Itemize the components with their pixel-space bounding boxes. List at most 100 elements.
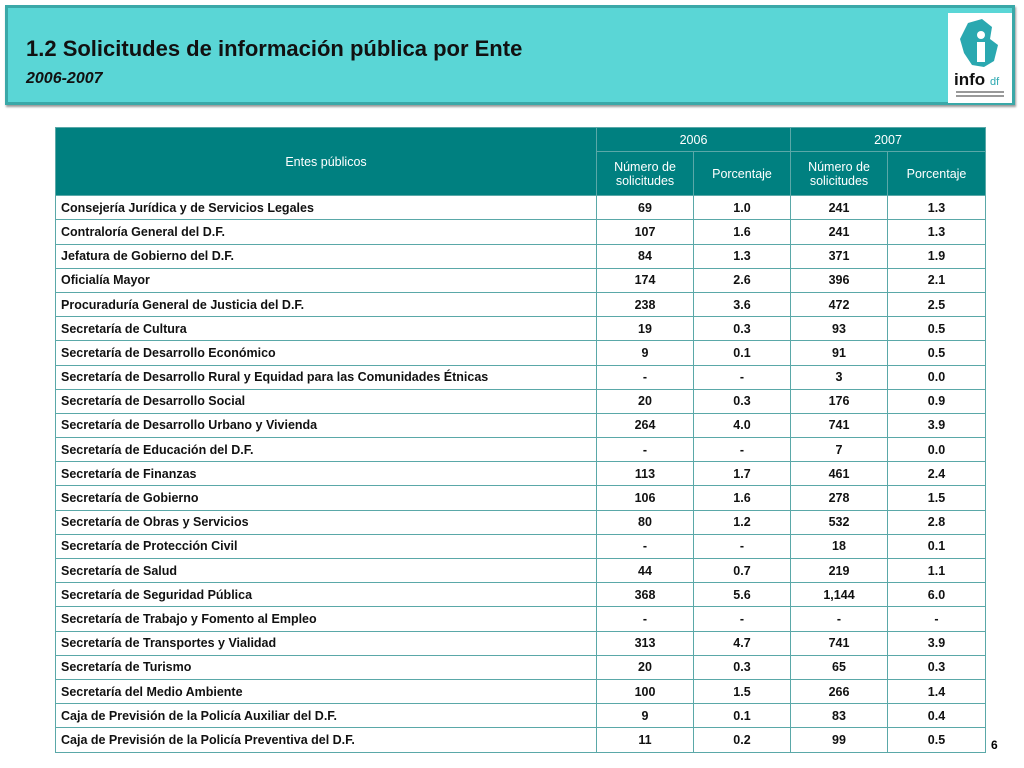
subtitle: 2006-2007 <box>26 70 103 87</box>
value-cell: 1,144 <box>790 582 888 608</box>
value-cell: 5.6 <box>693 582 791 608</box>
value-cell: 1.2 <box>693 509 791 535</box>
value-cell: 1.3 <box>693 243 791 269</box>
value-cell: 0.4 <box>887 703 986 729</box>
value-cell: 83 <box>790 703 888 729</box>
value-cell: 0.0 <box>887 437 986 463</box>
logo-small-print <box>956 95 1004 97</box>
value-cell: 1.4 <box>887 678 986 705</box>
value-cell: 69 <box>596 195 694 221</box>
value-cell: 11 <box>596 727 694 753</box>
entity-cell: Secretaría de Seguridad Pública <box>55 582 597 608</box>
value-cell: 4.7 <box>693 630 791 656</box>
sub-header: Número de solicitudes <box>790 151 888 197</box>
value-cell: 99 <box>790 727 888 753</box>
value-cell: 0.1 <box>887 533 986 560</box>
table-row: Caja de Previsión de la Policía Auxiliar… <box>55 703 986 729</box>
entity-cell: Secretaría de Cultura <box>55 316 597 342</box>
logo-bar <box>977 42 985 62</box>
entity-cell: Secretaría de Salud <box>55 557 597 584</box>
entity-cell: Secretaría del Medio Ambiente <box>55 678 597 705</box>
table-row: Secretaría de Trabajo y Fomento al Emple… <box>55 606 986 632</box>
entity-cell: Contraloría General del D.F. <box>55 219 597 245</box>
value-cell: 2.4 <box>887 461 986 487</box>
entity-cell: Caja de Previsión de la Policía Preventi… <box>55 727 597 753</box>
value-cell: 241 <box>790 195 888 221</box>
table-row: Secretaría de Desarrollo Urbano y Vivien… <box>55 412 986 439</box>
value-cell: 44 <box>596 557 694 584</box>
table-row: Secretaría de Seguridad Pública 368 5.6 1,1… <box>55 582 986 608</box>
value-cell: 1.3 <box>887 219 986 245</box>
value-cell: 3 <box>790 364 888 390</box>
value-cell: - <box>693 606 791 632</box>
value-cell: 93 <box>790 316 888 342</box>
table-row: Secretaría de Finanzas 113 1.7 461 2.4 <box>55 461 986 487</box>
table-row: Jefatura de Gobierno del D.F. 84 1.3 371 1.9 <box>55 243 986 269</box>
value-cell: 91 <box>790 340 888 366</box>
value-cell: 0.3 <box>693 316 791 342</box>
table-row: Secretaría de Gobierno 106 1.6 278 1.5 <box>55 485 986 511</box>
value-cell: 0.7 <box>693 557 791 584</box>
table-row: Secretaría de Cultura 19 0.3 93 0.5 <box>55 316 986 342</box>
value-cell: 0.2 <box>693 727 791 753</box>
title: 1.2 Solicitudes de información pública p… <box>26 36 523 61</box>
table-row: Secretaría de Desarrollo Económico 9 0.1 91… <box>55 340 986 366</box>
value-cell: 19 <box>596 316 694 342</box>
table-row: Secretaría de Desarrollo Rural y Equidad… <box>55 364 986 390</box>
value-cell: 278 <box>790 485 888 511</box>
value-cell: 20 <box>596 388 694 414</box>
table-row: Contraloría General del D.F. 107 1.6 241 1.3 <box>55 219 986 245</box>
header-banner: 1.2 Solicitudes de información pública p… <box>5 5 1015 105</box>
value-cell: - <box>693 437 791 463</box>
table-row: Secretaría de Obras y Servicios 80 1.2 532 2… <box>55 509 986 535</box>
entity-cell: Procuraduría General de Justicia del D.F… <box>55 291 597 318</box>
value-cell: 368 <box>596 582 694 608</box>
logo-text: info <box>954 70 985 89</box>
value-cell: - <box>596 437 694 463</box>
value-cell: 9 <box>596 703 694 729</box>
sub-header: Porcentaje <box>887 151 986 197</box>
table-row: Secretaría de Desarrollo Social 20 0.3 176 0… <box>55 388 986 414</box>
value-cell: 176 <box>790 388 888 414</box>
value-cell: 9 <box>596 340 694 366</box>
value-cell: 313 <box>596 630 694 656</box>
value-cell: 741 <box>790 630 888 656</box>
year-header: 2006 <box>596 126 791 153</box>
table-row: Secretaría de Turismo 20 0.3 65 0.3 <box>55 654 986 680</box>
value-cell: 7 <box>790 437 888 463</box>
entity-cell: Secretaría de Transportes y Vialidad <box>55 630 597 656</box>
value-cell: 0.3 <box>887 654 986 680</box>
value-cell: - <box>596 364 694 390</box>
value-cell: 264 <box>596 412 694 439</box>
sub-header: Número de solicitudes <box>596 151 694 197</box>
entity-cell: Secretaría de Desarrollo Social <box>55 388 597 414</box>
value-cell: 532 <box>790 509 888 535</box>
value-cell: 0.0 <box>887 364 986 390</box>
entity-cell: Secretaría de Obras y Servicios <box>55 509 597 535</box>
value-cell: 1.5 <box>887 485 986 511</box>
value-cell: 100 <box>596 678 694 705</box>
value-cell: 371 <box>790 243 888 269</box>
value-cell: 2.1 <box>887 267 986 293</box>
year-header: 2007 <box>790 126 986 153</box>
value-cell: 2.8 <box>887 509 986 535</box>
table-row: Secretaría de Protección Civil - -18 0.1 <box>55 533 986 560</box>
value-cell: 3.6 <box>693 291 791 318</box>
value-cell: 238 <box>596 291 694 318</box>
value-cell: 0.5 <box>887 316 986 342</box>
entity-cell: Secretaría de Protección Civil <box>55 533 597 560</box>
table-row: Caja de Previsión de la Policía Preventi… <box>55 727 986 753</box>
value-cell: 0.3 <box>693 388 791 414</box>
logo-suffix: df <box>990 76 1000 88</box>
value-cell: 0.1 <box>693 340 791 366</box>
entity-cell: Jefatura de Gobierno del D.F. <box>55 243 597 269</box>
table-row: Secretaría del Medio Ambiente 100 1.5 266 1.… <box>55 678 986 705</box>
value-cell: 106 <box>596 485 694 511</box>
value-cell: 219 <box>790 557 888 584</box>
entity-cell: Secretaría de Desarrollo Urbano y Vivien… <box>55 412 597 439</box>
corner-header: Entes públicos <box>55 126 597 197</box>
logo-dot <box>977 31 985 39</box>
table-row: Consejería Jurídica y de Servicios Legal… <box>55 195 986 221</box>
table: Entes públicos 2006 2007 Número de solic… <box>55 126 986 753</box>
value-cell: 0.5 <box>887 727 986 753</box>
